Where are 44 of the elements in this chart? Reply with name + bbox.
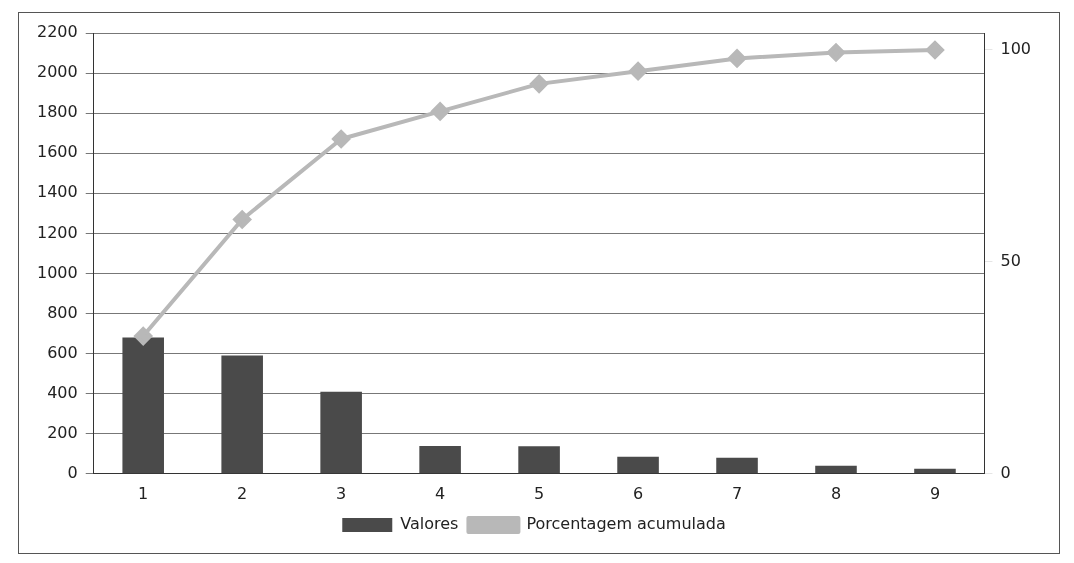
x-tick-label: 3 [336, 483, 347, 503]
y-tick-label: 600 [47, 342, 78, 362]
point [827, 43, 845, 62]
y-tick-label: 2000 [37, 62, 78, 82]
y-tick-label: 2200 [37, 22, 78, 42]
point [233, 210, 252, 229]
bar [419, 445, 461, 474]
x-tick-label: 7 [731, 483, 743, 503]
x-tick-label: 6 [632, 483, 644, 503]
y-tick-label: 800 [47, 302, 78, 322]
point [134, 327, 153, 346]
x-tick-label: 2 [237, 483, 248, 503]
y-tick-label: 1600 [37, 142, 78, 162]
y-tick-label: 1400 [37, 182, 78, 202]
x-tick-label: 1 [138, 483, 149, 503]
y2-tick-label: 0 [1000, 462, 1011, 482]
y-tick-label: 1200 [37, 222, 78, 242]
y2-tick-label: 50 [1000, 251, 1021, 271]
point [332, 129, 351, 148]
bar [122, 337, 164, 474]
point [728, 49, 747, 68]
bar [914, 468, 956, 474]
bar [617, 456, 659, 474]
y2-tick-label: 100 [1000, 39, 1032, 59]
point [925, 40, 944, 59]
x-tick-label: 8 [830, 483, 842, 503]
point [431, 102, 450, 121]
y-tick-label: 200 [47, 422, 78, 442]
bar [815, 465, 857, 474]
bar [518, 446, 560, 474]
x-tick-label: 9 [929, 483, 941, 503]
y-tick-label: 400 [47, 382, 78, 402]
x-tick-label: 5 [534, 483, 545, 503]
bar [320, 391, 362, 474]
bar [221, 355, 263, 474]
bar [716, 457, 758, 474]
legend-label: Porcentagem acumulada [526, 514, 726, 534]
y-tick-label: 1800 [37, 102, 78, 122]
legend-label: Valores [400, 514, 459, 534]
y-tick-label: 0 [67, 462, 78, 482]
x-tick-label: 4 [435, 483, 446, 503]
point [530, 74, 549, 93]
y-tick-label: 1000 [37, 262, 78, 282]
point [629, 62, 648, 81]
